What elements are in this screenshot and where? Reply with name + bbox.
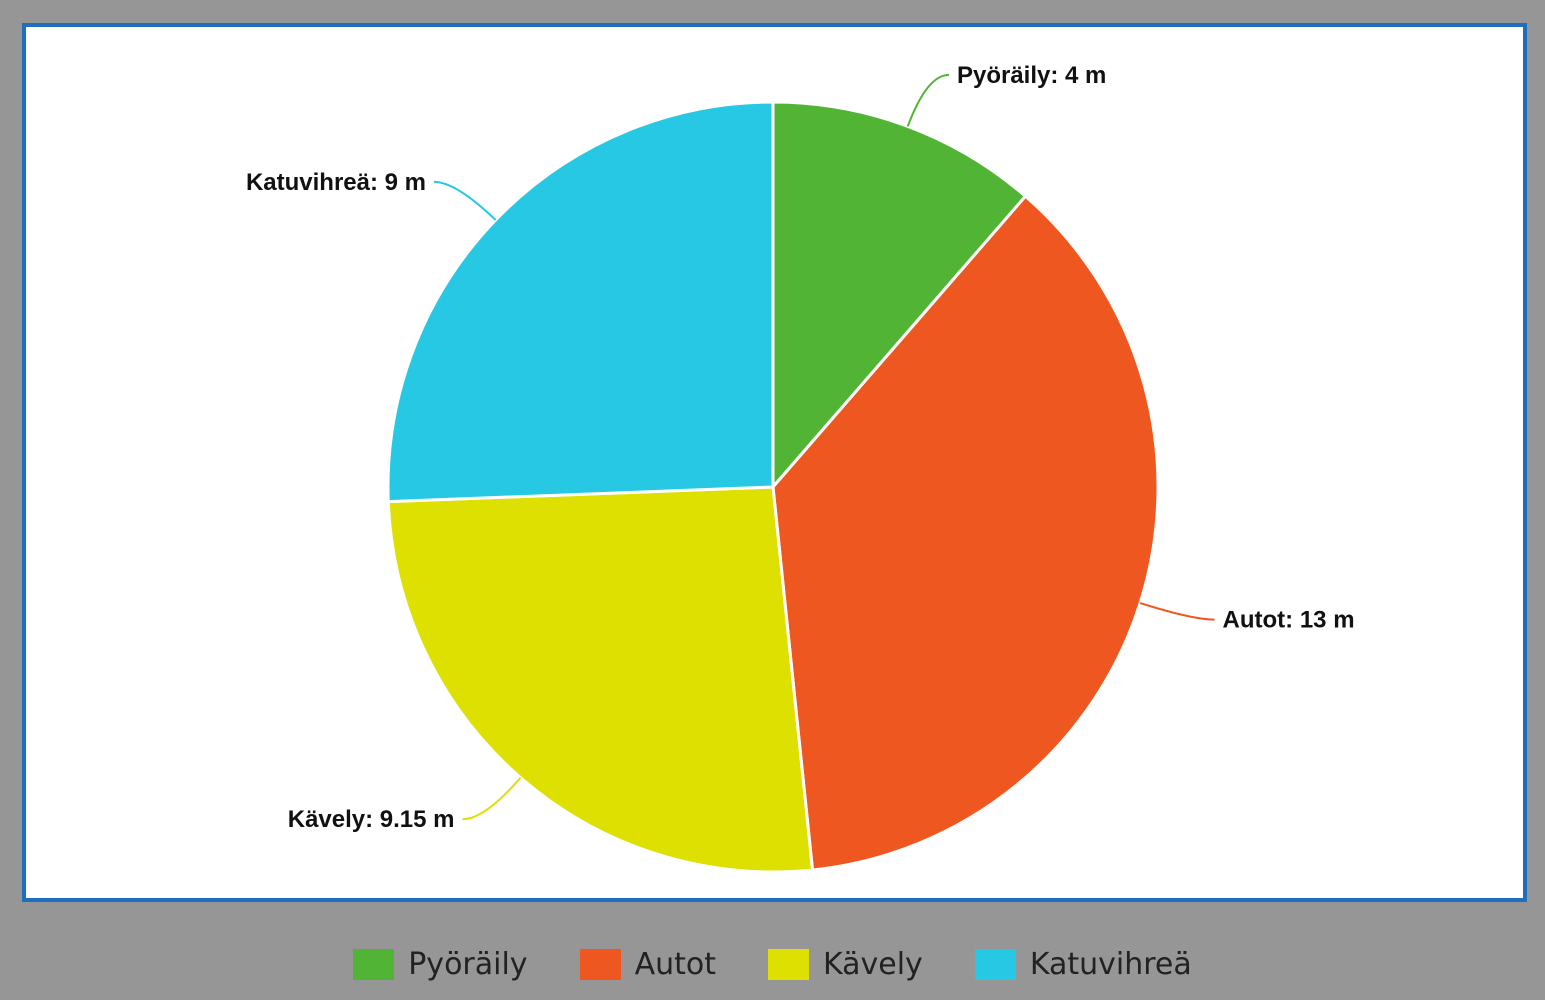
legend-label: Autot	[634, 946, 716, 982]
pie-slice[interactable]	[386, 485, 815, 874]
pie-slice[interactable]	[771, 100, 1028, 492]
pie-slice[interactable]	[771, 194, 1160, 872]
slice-label: Autot: 13 m	[1223, 607, 1355, 634]
slice-label: Kävely: 9.15 m	[288, 806, 455, 833]
slice-connector	[462, 777, 522, 821]
legend-item[interactable]: Katuvihreä	[974, 946, 1192, 982]
pie-chart: Pyöräily: 4 m Autot: 13 m Kävely: 9.15 m Ka…	[246, 62, 1355, 874]
slice-connector	[906, 73, 950, 127]
legend-swatch	[767, 948, 809, 980]
legend-swatch	[579, 948, 621, 980]
legend-label: Katuvihreä	[1029, 946, 1192, 982]
slice-connector	[433, 180, 497, 221]
legend-label: Kävely	[822, 946, 923, 982]
legend-swatch	[353, 948, 395, 980]
legend: Pyöräily Autot Kävely Katuvihreä	[0, 938, 1545, 990]
legend-item[interactable]: Pyöräily	[353, 946, 528, 982]
legend-item[interactable]: Autot	[579, 946, 716, 982]
slice-label: Pyöräily: 4 m	[957, 62, 1106, 89]
legend-item[interactable]: Kävely	[767, 946, 923, 982]
pie-slice[interactable]	[386, 100, 775, 504]
slice-label: Katuvihreä: 9 m	[246, 169, 426, 196]
legend-swatch	[974, 948, 1016, 980]
slice-connector	[1139, 602, 1215, 621]
legend-label: Pyöräily	[408, 946, 528, 982]
chart-panel: Pyöräily: 4 m Autot: 13 m Kävely: 9.15 m Ka…	[22, 23, 1527, 902]
